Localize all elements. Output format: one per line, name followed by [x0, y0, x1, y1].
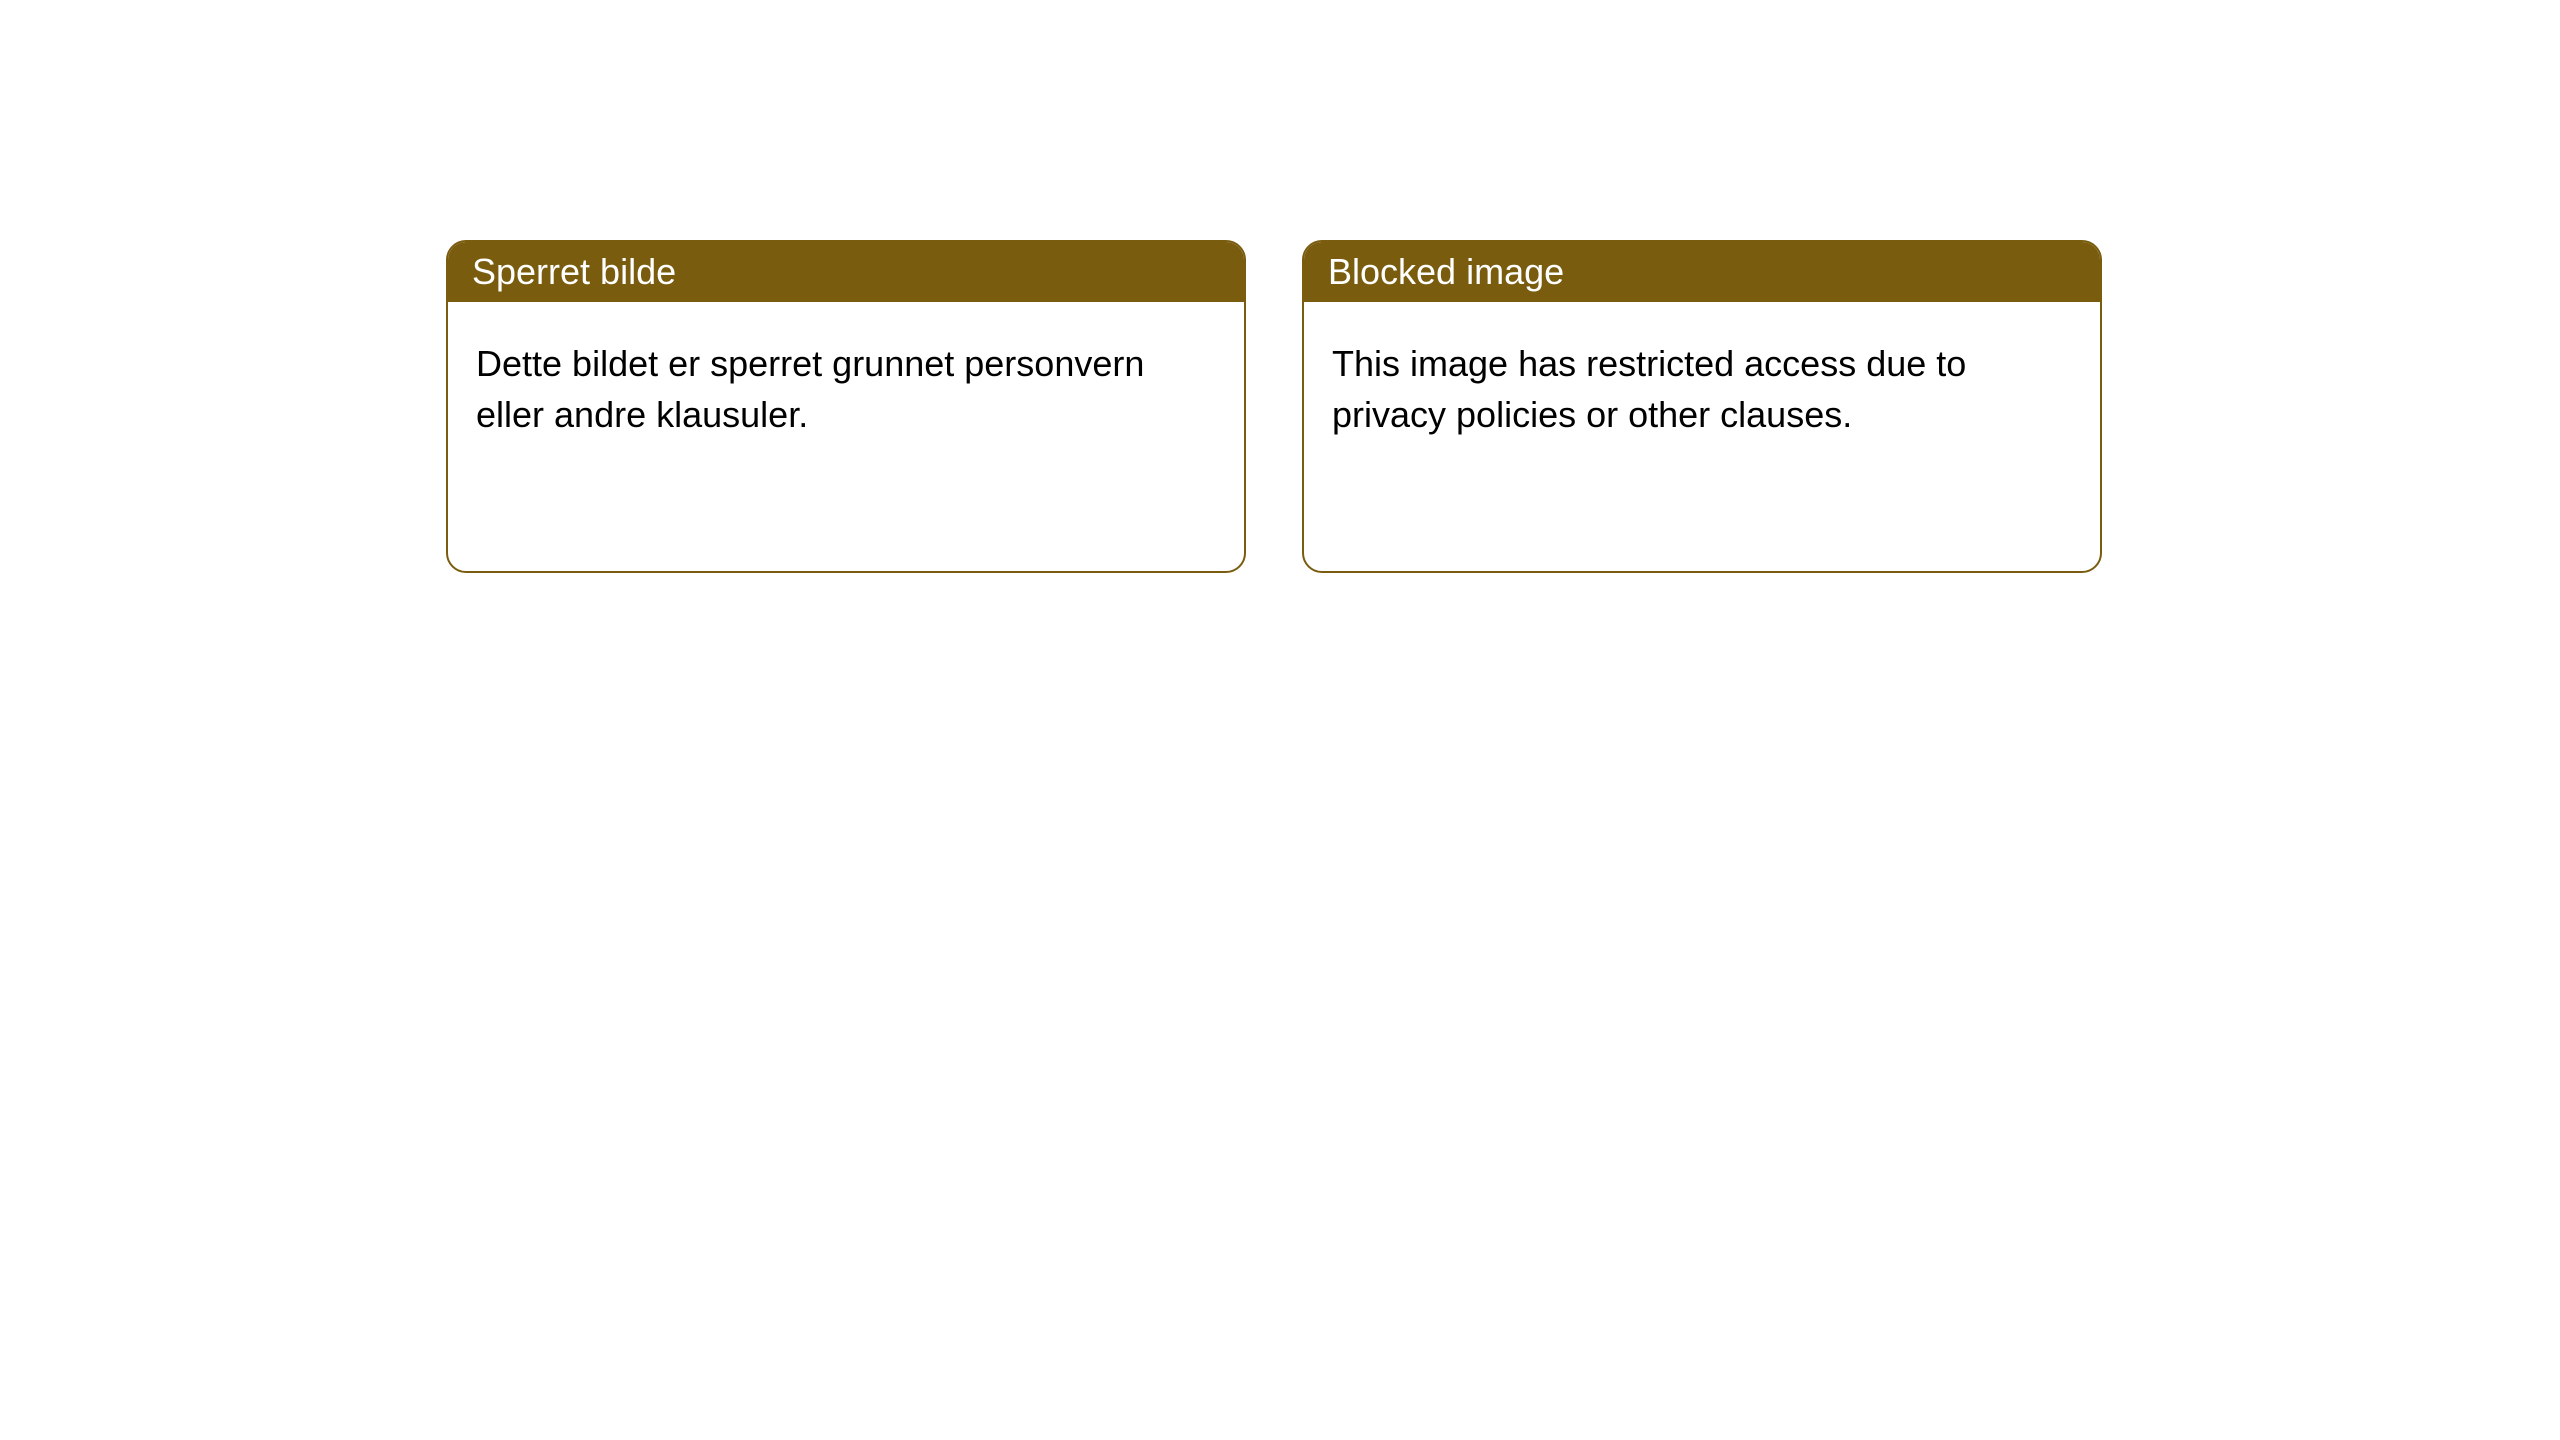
card-header: Sperret bilde: [448, 242, 1244, 302]
notice-container: Sperret bilde Dette bildet er sperret gr…: [0, 0, 2560, 573]
notice-card-norwegian: Sperret bilde Dette bildet er sperret gr…: [446, 240, 1246, 573]
card-message: Dette bildet er sperret grunnet personve…: [476, 343, 1144, 435]
card-body: Dette bildet er sperret grunnet personve…: [448, 302, 1244, 476]
card-title: Blocked image: [1328, 251, 1564, 293]
card-title: Sperret bilde: [472, 251, 676, 293]
card-message: This image has restricted access due to …: [1332, 343, 1966, 435]
card-header: Blocked image: [1304, 242, 2100, 302]
notice-card-english: Blocked image This image has restricted …: [1302, 240, 2102, 573]
card-body: This image has restricted access due to …: [1304, 302, 2100, 476]
